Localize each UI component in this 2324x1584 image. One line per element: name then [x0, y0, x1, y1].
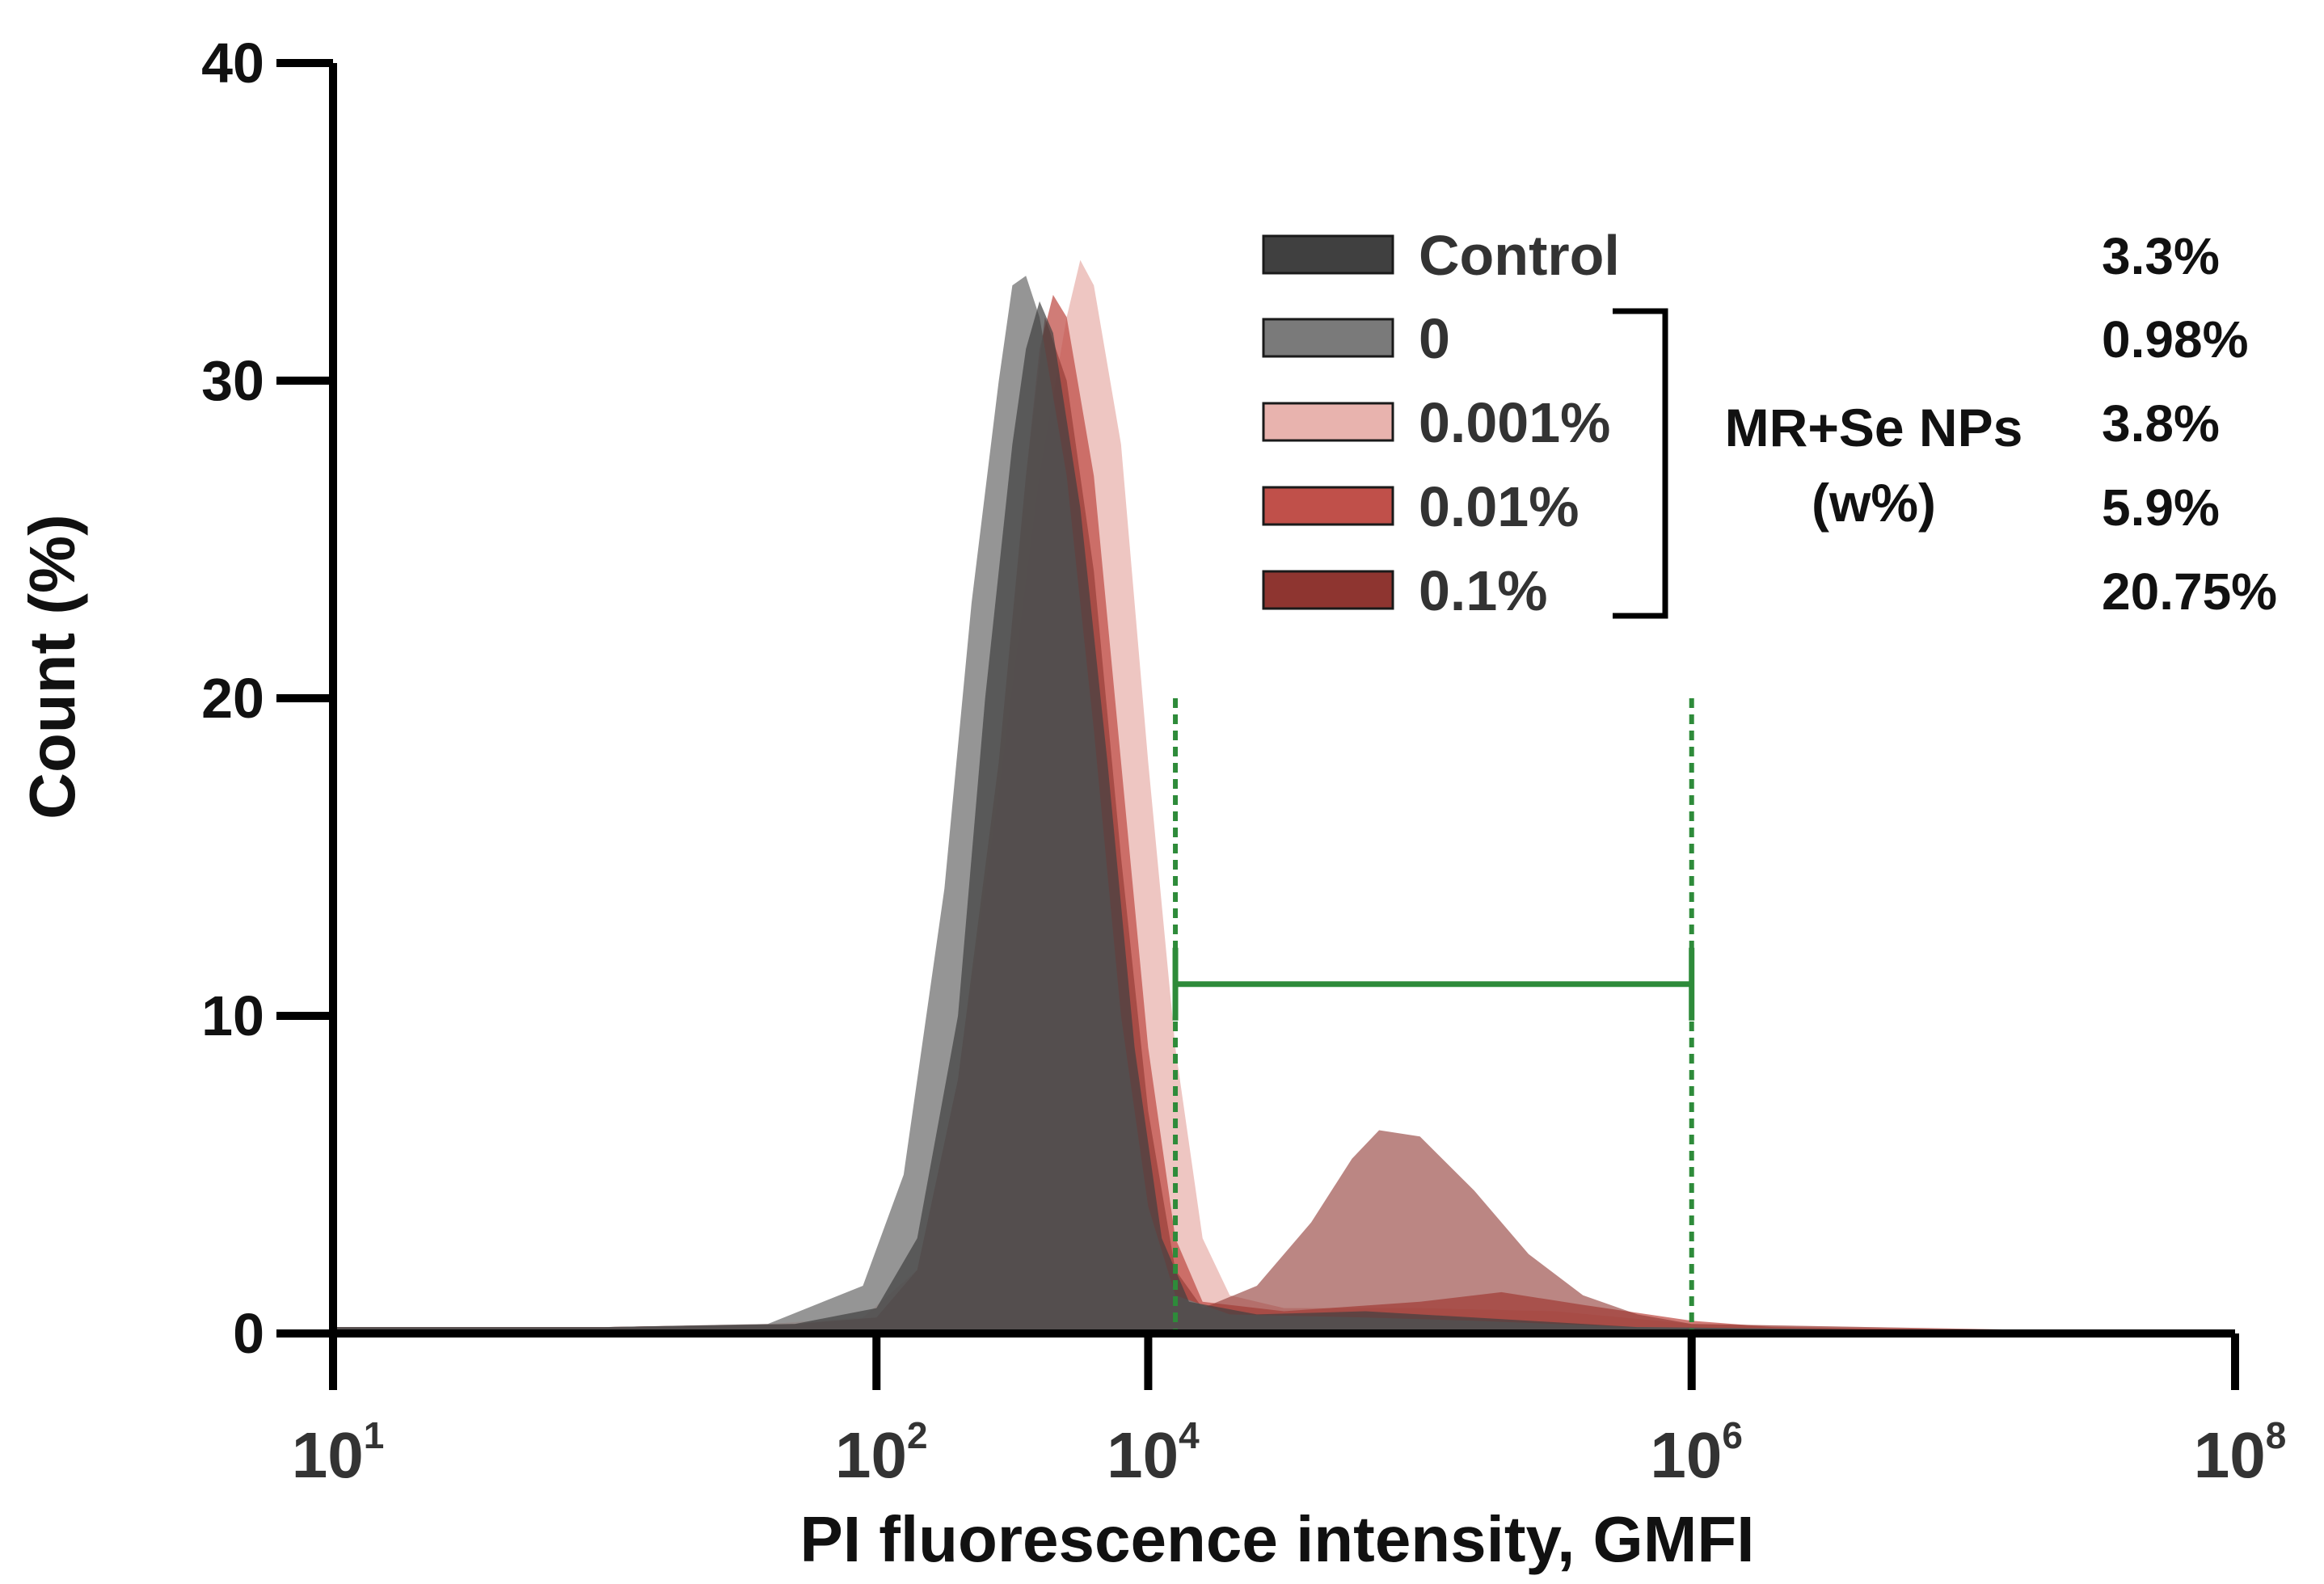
- x-tick-label-0: 101: [292, 1414, 385, 1491]
- x-tick-label-2: 104: [1107, 1414, 1200, 1491]
- legend-group-label-line1: MR+Se NPs: [1725, 398, 2023, 457]
- legend-label-2: 0.001%: [1419, 391, 1610, 454]
- x-axis-title: PI fluorescence intensity, GMFI: [799, 1503, 1754, 1575]
- y-tick-label-0: 0: [233, 1302, 264, 1365]
- percentage-label-3: 5.9%: [2102, 478, 2220, 537]
- legend-label-4: 0.1%: [1419, 559, 1548, 622]
- percentage-label-0: 3.3%: [2102, 227, 2220, 285]
- legend-swatch-2: [1262, 402, 1394, 442]
- x-tick-label-4: 108: [2194, 1414, 2287, 1491]
- series-area-2: [333, 317, 2235, 1333]
- legend-group-bracket: [1613, 308, 1668, 619]
- y-tick-label-1: 10: [201, 984, 264, 1047]
- percentage-label-2: 3.8%: [2102, 394, 2220, 453]
- legend-group-label-line2: (w%): [1812, 473, 1936, 533]
- axes-layer: 0 10 20 30 40 101 102 104 106 108: [201, 32, 2286, 1491]
- percentage-label-4: 20.75%: [2102, 562, 2277, 621]
- legend-layer: Control 0 0.001% 0.01% 0.1% MR+Se NPs (w%) 3.3%…: [1262, 224, 2277, 622]
- legend-swatch-1: [1262, 318, 1394, 358]
- y-tick-label-2: 20: [201, 667, 264, 730]
- percentage-label-1: 0.98%: [2102, 310, 2248, 369]
- y-tick-label-3: 30: [201, 349, 264, 412]
- legend-label-1: 0: [1419, 307, 1450, 370]
- y-axis-title: Count (%): [16, 514, 88, 819]
- x-tick-label-1: 102: [835, 1414, 928, 1491]
- legend-swatch-4: [1262, 570, 1394, 610]
- legend-label-0: Control: [1419, 224, 1620, 287]
- y-tick-label-4: 40: [201, 32, 264, 95]
- gate-layer: [1172, 698, 1695, 1333]
- legend-label-3: 0.01%: [1419, 475, 1579, 538]
- x-tick-label-3: 106: [1650, 1414, 1743, 1491]
- legend-swatch-3: [1262, 486, 1394, 526]
- legend-swatch-0: [1262, 234, 1394, 275]
